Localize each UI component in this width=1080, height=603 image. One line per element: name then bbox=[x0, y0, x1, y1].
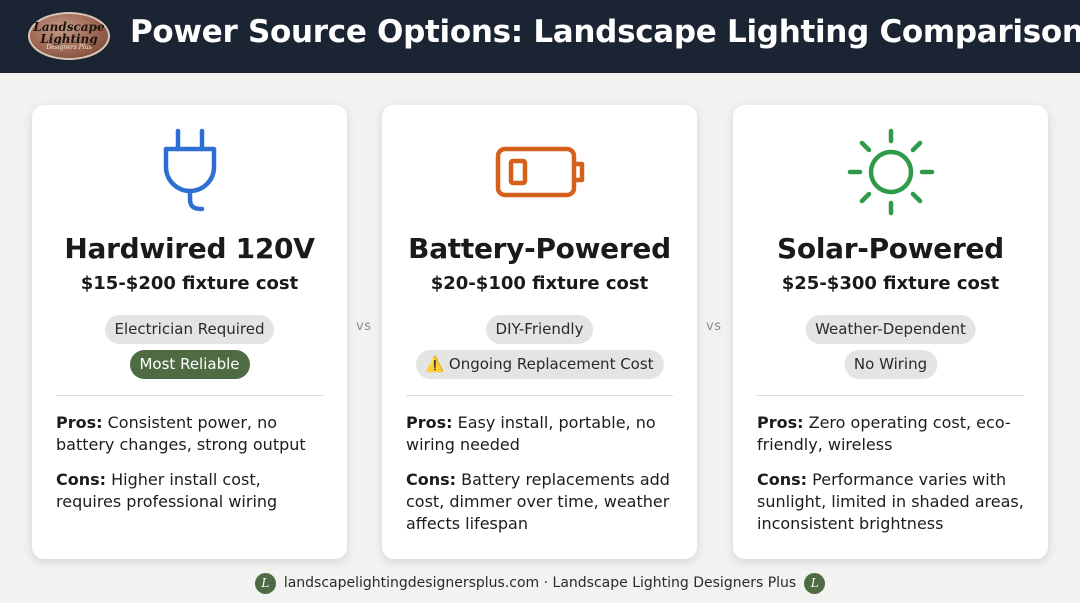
badge-ongoing-replacement-cost: ⚠️ Ongoing Replacement Cost bbox=[415, 350, 664, 379]
pros-text: Pros: Zero operating cost, eco-friendly,… bbox=[757, 412, 1028, 456]
cons-text: Cons: Higher install cost, requires prof… bbox=[56, 469, 327, 513]
page-title: Power Source Options: Landscape Lighting… bbox=[130, 14, 1080, 50]
divider bbox=[757, 395, 1024, 396]
badge-label: Ongoing Replacement Cost bbox=[448, 355, 654, 373]
battery-icon bbox=[382, 127, 697, 215]
card-battery: Battery-Powered $20-$100 fixture cost DI… bbox=[382, 105, 697, 559]
warning-icon: ⚠️ bbox=[425, 355, 445, 373]
brand-logo: Landscape Lighting Designers Plus bbox=[28, 12, 110, 60]
pros-label: Pros: bbox=[406, 413, 453, 432]
card-title: Hardwired 120V bbox=[64, 232, 315, 265]
card-title: Battery-Powered bbox=[408, 232, 671, 265]
footer: L landscapelightingdesignersplus.com · L… bbox=[0, 571, 1080, 595]
logo-line-1: Landscape bbox=[33, 20, 105, 34]
cons-body: Battery replacements add cost, dimmer ov… bbox=[406, 470, 670, 533]
pros-text: Pros: Easy install, portable, no wiring … bbox=[406, 412, 677, 456]
badge-diy-friendly: DIY-Friendly bbox=[485, 315, 594, 344]
badge-weather-dependent: Weather-Dependent bbox=[805, 315, 976, 344]
pros-text: Pros: Consistent power, no battery chang… bbox=[56, 412, 327, 456]
footer-text: landscapelightingdesignersplus.com · Lan… bbox=[283, 575, 797, 591]
badge-no-wiring: No Wiring bbox=[843, 350, 938, 379]
cons-label: Cons: bbox=[56, 470, 107, 489]
vs-separator: vs bbox=[356, 319, 372, 334]
cons-text: Cons: Battery replacements add cost, dim… bbox=[406, 469, 677, 535]
pros-body: Zero operating cost, eco-friendly, wirel… bbox=[757, 413, 1011, 454]
fixture-cost: $25-$300 fixture cost bbox=[781, 273, 1000, 294]
divider bbox=[56, 395, 323, 396]
footer-logo-mark-left: L bbox=[254, 572, 276, 594]
plug-icon bbox=[32, 127, 347, 215]
card-title: Solar-Powered bbox=[777, 232, 1004, 265]
cons-body: Performance varies with sunlight, limite… bbox=[757, 470, 1024, 533]
logo-line-3: Designers Plus bbox=[46, 44, 92, 51]
sun-icon bbox=[733, 127, 1048, 216]
fixture-cost: $15-$200 fixture cost bbox=[80, 273, 299, 294]
vs-separator: vs bbox=[706, 319, 722, 334]
divider bbox=[406, 395, 673, 396]
footer-logo-mark-right: L bbox=[804, 572, 826, 594]
header-bar: Landscape Lighting Designers Plus Power … bbox=[0, 0, 1080, 73]
card-solar: Solar-Powered $25-$300 fixture cost Weat… bbox=[733, 105, 1048, 559]
logo-line-2: Lighting bbox=[40, 32, 98, 46]
badge-most-reliable: Most Reliable bbox=[129, 350, 250, 379]
cons-label: Cons: bbox=[757, 470, 808, 489]
fixture-cost: $20-$100 fixture cost bbox=[430, 273, 649, 294]
cons-body: Higher install cost, requires profession… bbox=[56, 470, 278, 511]
card-hardwired: Hardwired 120V $15-$200 fixture cost Ele… bbox=[32, 105, 347, 559]
badge-electrician-required: Electrician Required bbox=[104, 315, 275, 344]
pros-body: Consistent power, no battery changes, st… bbox=[56, 413, 306, 454]
pros-label: Pros: bbox=[56, 413, 103, 432]
cons-text: Cons: Performance varies with sunlight, … bbox=[757, 469, 1028, 535]
cons-label: Cons: bbox=[406, 470, 457, 489]
pros-label: Pros: bbox=[757, 413, 804, 432]
pros-body: Easy install, portable, no wiring needed bbox=[406, 413, 656, 454]
